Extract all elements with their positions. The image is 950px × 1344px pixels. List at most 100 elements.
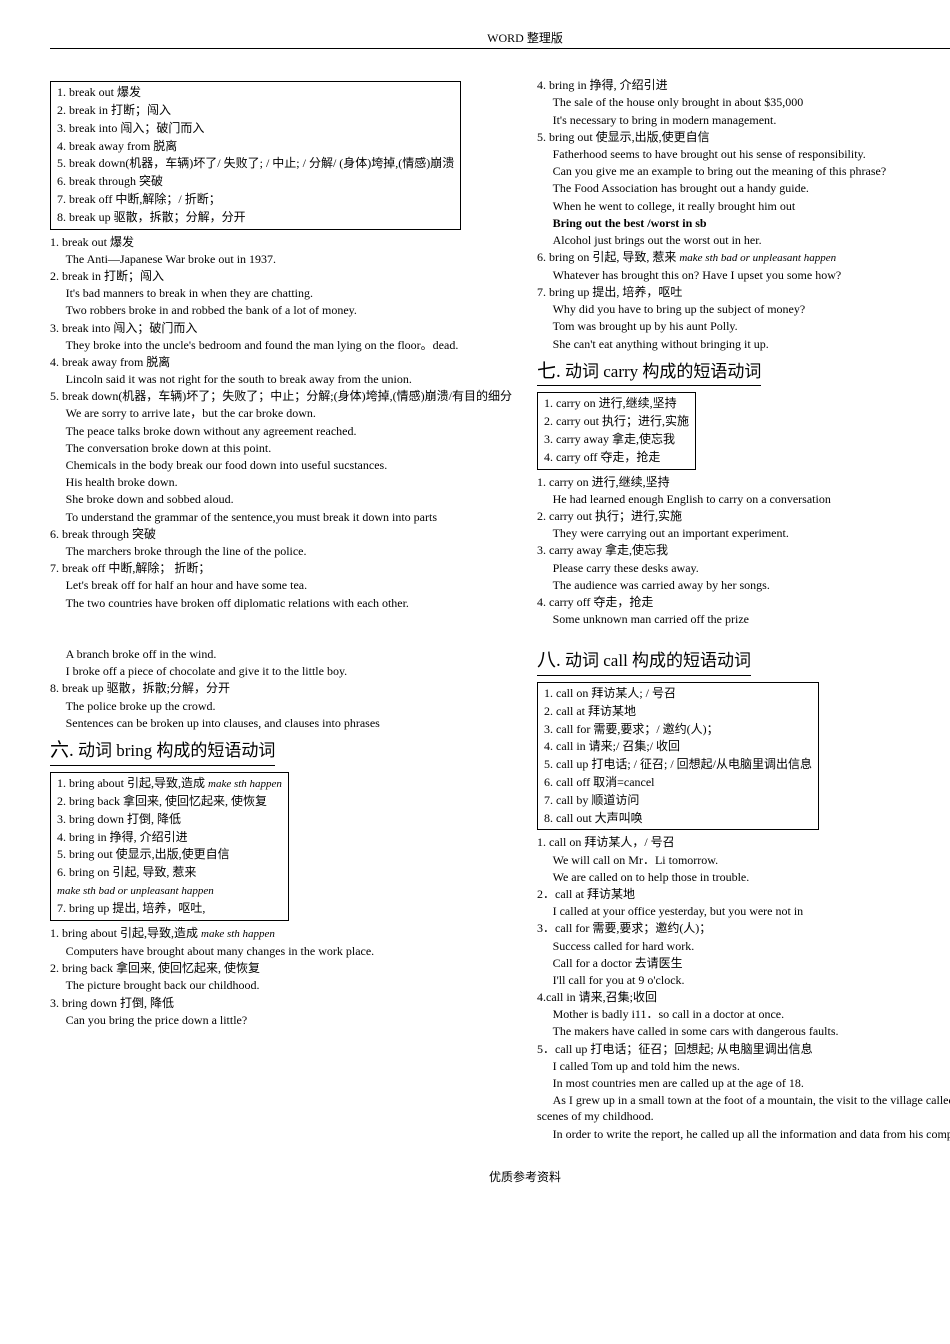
text-line: Can you give me an example to bring out … bbox=[537, 163, 950, 179]
section-label: 动词 bring 构成的短语动词 bbox=[78, 741, 275, 760]
two-column-layout: 1. break out 爆发2. break in 打断；闯入3. break… bbox=[50, 77, 950, 1143]
section-6-title: 六. 动词 bring 构成的短语动词 bbox=[50, 738, 275, 766]
text-line: In most countries men are called up at t… bbox=[537, 1075, 950, 1091]
text-line: 1. call on 拜访某人，/ 号召 bbox=[537, 834, 950, 850]
text-line: 1. break out 爆发 bbox=[50, 234, 513, 250]
text-line: 5. break down(机器，车辆)坏了；失败了；中止；分解;(身体)垮掉,… bbox=[50, 388, 513, 404]
left-column: 1. break out 爆发2. break in 打断；闯入3. break… bbox=[50, 77, 513, 1143]
text-line: 4. carry off 夺走，抢走 bbox=[537, 594, 950, 610]
page-header: WORD 整理版 bbox=[50, 30, 950, 49]
text-line: 6. break through 突破 bbox=[50, 526, 513, 542]
text-line: 2. bring back 拿回来, 使回忆起来, 使恢复 bbox=[57, 793, 282, 810]
text-line: She can't eat anything without bringing … bbox=[537, 336, 950, 352]
call-box: 1. call on 拜访某人; / 号召2. call at 拜访某地3. c… bbox=[537, 682, 819, 830]
text-line: Lincoln said it was not right for the so… bbox=[50, 371, 513, 387]
text-line: 7. bring up 提出, 培养，呕吐, bbox=[57, 900, 282, 917]
text-line: 7. call by 顺道访问 bbox=[544, 792, 812, 809]
text-line: 3. carry away 拿走,使忘我 bbox=[544, 431, 689, 448]
text-line: His health broke down. bbox=[50, 474, 513, 490]
text-line: The peace talks broke down without any a… bbox=[50, 423, 513, 439]
right-column: 4. bring in 挣得, 介绍引进The sale of the hous… bbox=[537, 77, 950, 1143]
text-line: It's bad manners to break in when they a… bbox=[50, 285, 513, 301]
text-line: 2. carry out 执行；进行,实施 bbox=[537, 508, 950, 524]
text-line: 3. carry away 拿走,使忘我 bbox=[537, 542, 950, 558]
text-line bbox=[50, 612, 513, 628]
text-line: 7. bring up 提出, 培养，呕吐 bbox=[537, 284, 950, 300]
text-line: 1. bring about 引起,导致,造成 make sth happen bbox=[57, 775, 282, 792]
text-line: Whatever has brought this on? Have I ups… bbox=[537, 267, 950, 283]
text-line: I broke off a piece of chocolate and giv… bbox=[50, 663, 513, 679]
text-line: We are sorry to arrive late，but the car … bbox=[50, 405, 513, 421]
text-line: To understand the grammar of the sentenc… bbox=[50, 509, 513, 525]
bring-box: 1. bring about 引起,导致,造成 make sth happen2… bbox=[50, 772, 289, 922]
text-line: 8. call out 大声叫唤 bbox=[544, 810, 812, 827]
text-line: Call for a doctor 去请医生 bbox=[537, 955, 950, 971]
text-line: 3. bring down 打倒, 降低 bbox=[57, 811, 282, 828]
text-line: When he went to college, it really broug… bbox=[537, 198, 950, 214]
text-line: Please carry these desks away. bbox=[537, 560, 950, 576]
text-line: 2. bring back 拿回来, 使回忆起来, 使恢复 bbox=[50, 960, 513, 976]
text-line: 3. break into 闯入；破门而入 bbox=[50, 320, 513, 336]
text-line: 7. break off 中断,解除； 折断； bbox=[50, 560, 513, 576]
text-line: The Food Association has brought out a h… bbox=[537, 180, 950, 196]
text-line: 4. call in 请来;/ 召集;/ 收回 bbox=[544, 738, 812, 755]
text-line: 2. call at 拜访某地 bbox=[544, 703, 812, 720]
call-body: 1. call on 拜访某人，/ 号召 We will call on Mr．… bbox=[537, 834, 950, 1141]
text-line: 3. break into 闯入；破门而入 bbox=[57, 120, 454, 137]
section-7-title: 七. 动词 carry 构成的短语动词 bbox=[537, 359, 761, 387]
text-line: The police broke up the crowd. bbox=[50, 698, 513, 714]
text-line: 1. carry on 进行,继续,坚持 bbox=[537, 474, 950, 490]
section-8-title: 八. 动词 call 构成的短语动词 bbox=[537, 648, 751, 676]
text-line: 2. carry out 执行；进行,实施 bbox=[544, 413, 689, 430]
text-line: The picture brought back our childhood. bbox=[50, 977, 513, 993]
bring-body: 1. bring about 引起,导致,造成 make sth happenC… bbox=[50, 925, 513, 1028]
text-line: The Anti—Japanese War broke out in 1937. bbox=[50, 251, 513, 267]
text-line: 6. bring on 引起, 导致, 惹来 bbox=[57, 864, 282, 881]
text-line: The sale of the house only brought in ab… bbox=[537, 94, 950, 110]
text-line: 8. break up 驱散，拆散;分解，分开 bbox=[50, 680, 513, 696]
text-line: 5. bring out 使显示,出版,使更自信 bbox=[537, 129, 950, 145]
text-line: Mother is badly i11．so call in a doctor … bbox=[537, 1006, 950, 1022]
text-line: We will call on Mr．Li tomorrow. bbox=[537, 852, 950, 868]
text-line: 5. bring out 使显示,出版,使更自信 bbox=[57, 846, 282, 863]
bring-continued: 4. bring in 挣得, 介绍引进The sale of the hous… bbox=[537, 77, 950, 352]
text-line bbox=[50, 629, 513, 645]
text-line: 4. bring in 挣得, 介绍引进 bbox=[57, 829, 282, 846]
section-num: 七. bbox=[537, 361, 561, 382]
break-box: 1. break out 爆发2. break in 打断；闯入3. break… bbox=[50, 81, 461, 229]
text-line: 1. carry on 进行,继续,坚持 bbox=[544, 395, 689, 412]
text-line: Why did you have to bring up the subject… bbox=[537, 301, 950, 317]
text-line: Alcohol just brings out the worst out in… bbox=[537, 232, 950, 248]
text-line: Fatherhood seems to have brought out his… bbox=[537, 146, 950, 162]
text-line: 6. call off 取消=cancel bbox=[544, 774, 812, 791]
text-line: make sth bad or unpleasant happen bbox=[57, 882, 282, 899]
text-line: They were carrying out an important expe… bbox=[537, 525, 950, 541]
text-line: We are called on to help those in troubl… bbox=[537, 869, 950, 885]
text-line: 4.call in 请来,召集;收回 bbox=[537, 989, 950, 1005]
section-num: 六. bbox=[50, 740, 74, 761]
text-line: I called at your office yesterday, but y… bbox=[537, 903, 950, 919]
text-line: The audience was carried away by her son… bbox=[537, 577, 950, 593]
text-line: In order to write the report, he called … bbox=[537, 1126, 950, 1142]
text-line: He had learned enough English to carry o… bbox=[537, 491, 950, 507]
section-label: 动词 call 构成的短语动词 bbox=[565, 651, 751, 670]
text-line: It's necessary to bring in modern manage… bbox=[537, 112, 950, 128]
section-label: 动词 carry 构成的短语动词 bbox=[565, 362, 761, 381]
text-line: The marchers broke through the line of t… bbox=[50, 543, 513, 559]
text-line: 4. break away from 脱离 bbox=[50, 354, 513, 370]
text-line: 5. call up 打电话; / 征召; / 回想起/从电脑里调出信息 bbox=[544, 756, 812, 773]
text-line: Computers have brought about many change… bbox=[50, 943, 513, 959]
text-line: 1. bring about 引起,导致,造成 make sth happen bbox=[50, 925, 513, 942]
text-line: Success called for hard work. bbox=[537, 938, 950, 954]
text-line: 5．call up 打电话；征召；回想起; 从电脑里调出信息 bbox=[537, 1041, 950, 1057]
text-line: 8. break up 驱散，拆散；分解，分开 bbox=[57, 209, 454, 226]
text-line: A branch broke off in the wind. bbox=[50, 646, 513, 662]
text-line: I called Tom up and told him the news. bbox=[537, 1058, 950, 1074]
text-line: 2. break in 打断；闯入 bbox=[57, 102, 454, 119]
text-line: They broke into the uncle's bedroom and … bbox=[50, 337, 513, 353]
text-line: 7. break off 中断,解除；/ 折断； bbox=[57, 191, 454, 208]
text-line: Chemicals in the body break our food dow… bbox=[50, 457, 513, 473]
carry-body: 1. carry on 进行,继续,坚持He had learned enoug… bbox=[537, 474, 950, 628]
text-line: Sentences can be broken up into clauses,… bbox=[50, 715, 513, 731]
text-line: 1. call on 拜访某人; / 号召 bbox=[544, 685, 812, 702]
